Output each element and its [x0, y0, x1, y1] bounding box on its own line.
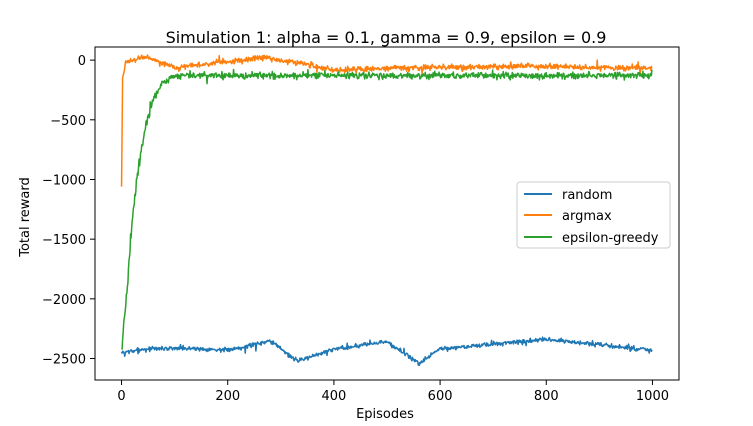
- x-tick-label: 0: [117, 389, 125, 404]
- series-line-argmax: [120, 54, 653, 187]
- series-line-random: [120, 336, 653, 367]
- y-tick-label: 0: [78, 54, 86, 69]
- y-tick-label: −2500: [42, 353, 86, 368]
- legend: random argmax epsilon-greedy: [516, 181, 671, 249]
- y-tick-label: −1000: [42, 173, 86, 188]
- y-axis: 0 −500 −1000 −1500 −2000 −2500: [42, 54, 95, 368]
- legend-label-random: random: [562, 188, 612, 203]
- x-tick-label: 200: [215, 389, 240, 404]
- x-tick-label: 800: [534, 389, 559, 404]
- legend-label-argmax: argmax: [562, 209, 612, 224]
- x-tick-label: 400: [321, 389, 346, 404]
- y-tick-label: −500: [50, 114, 86, 129]
- legend-box: [516, 181, 671, 249]
- series-layer: [120, 54, 653, 367]
- x-tick-label: 1000: [636, 389, 669, 404]
- y-tick-label: −1500: [42, 233, 86, 248]
- x-axis: 0 200 400 600 800 1000: [117, 380, 669, 404]
- y-tick-label: −2000: [42, 293, 86, 308]
- chart-title: Simulation 1: alpha = 0.1, gamma = 0.9, …: [166, 28, 607, 47]
- plot-frame: [94, 46, 680, 381]
- legend-label-epsilon-greedy: epsilon-greedy: [562, 231, 659, 246]
- x-tick-label: 600: [428, 389, 453, 404]
- y-axis-title: Total reward: [18, 177, 33, 258]
- x-axis-title: Episodes: [356, 407, 414, 422]
- series-line-epsilon-greedy: [121, 68, 653, 350]
